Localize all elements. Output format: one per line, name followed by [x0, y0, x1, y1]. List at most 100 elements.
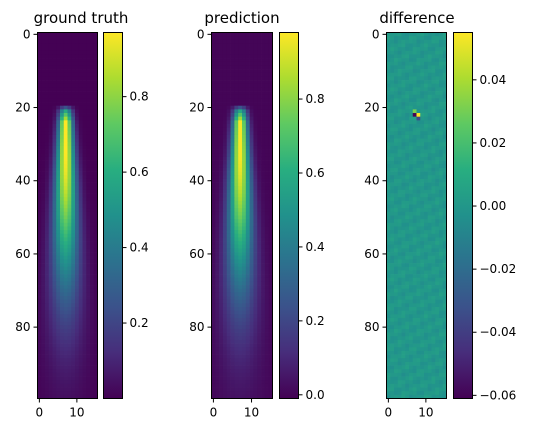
heatmap-cell — [45, 317, 50, 322]
heatmap-cell — [222, 391, 228, 396]
heatmap-cell — [405, 383, 410, 388]
heatmap-cell — [439, 160, 444, 165]
heatmap-cell — [226, 80, 231, 85]
heatmap-cell — [90, 91, 95, 96]
heatmap-cell — [420, 83, 425, 88]
heatmap-cell — [401, 372, 406, 377]
heatmap-cell — [427, 347, 432, 352]
heatmap-cell — [253, 266, 258, 271]
heatmap-cell — [442, 328, 447, 333]
heatmap-cell — [75, 160, 80, 165]
heatmap-cell — [442, 36, 447, 41]
heatmap-cell — [82, 372, 87, 377]
heatmap-cell — [261, 124, 266, 129]
heatmap-cell — [253, 263, 258, 268]
heatmap-cell — [222, 296, 228, 301]
heatmap-cell — [257, 43, 262, 48]
heatmap-cell — [397, 263, 402, 268]
heatmap-cell — [242, 339, 247, 344]
heatmap-cell — [442, 241, 447, 246]
heatmap-cell — [226, 124, 231, 129]
heatmap-cell — [56, 317, 61, 322]
heatmap-cell — [71, 102, 76, 107]
heatmap-cell — [264, 314, 270, 319]
heatmap-cell — [253, 50, 258, 55]
heatmap-cell — [219, 36, 224, 41]
heatmap-cell — [249, 134, 254, 139]
heatmap-cell — [222, 145, 228, 150]
heatmap-cell — [427, 299, 432, 304]
heatmap-cell — [409, 255, 414, 260]
heatmap-cell — [226, 222, 231, 227]
heatmap-cell — [424, 58, 429, 63]
heatmap-cell — [439, 167, 444, 172]
heatmap-cell — [90, 274, 95, 279]
heatmap-cell — [412, 43, 417, 48]
heatmap-cell — [219, 189, 224, 194]
heatmap-cell — [420, 263, 425, 268]
heatmap-cell — [230, 211, 235, 216]
heatmap-cell — [394, 222, 399, 227]
heatmap-cell — [82, 186, 87, 191]
heatmap-cell — [442, 391, 447, 396]
heatmap-cell — [90, 65, 95, 70]
heatmap-cell — [78, 376, 83, 381]
heatmap-cell — [412, 134, 417, 139]
heatmap-cell — [86, 347, 91, 352]
heatmap-cell — [63, 285, 68, 290]
heatmap-cell — [249, 142, 254, 147]
heatmap-cell — [63, 39, 68, 44]
heatmap-cell — [75, 69, 80, 74]
heatmap-cell — [268, 116, 273, 121]
heatmap-cell — [394, 394, 399, 399]
heatmap-cell — [427, 124, 432, 129]
heatmap-cell — [390, 237, 395, 242]
heatmap-cell — [405, 299, 410, 304]
heatmap-cell — [435, 32, 440, 37]
heatmap-cell — [222, 369, 228, 374]
heatmap-cell — [238, 149, 243, 154]
heatmap-cell — [86, 145, 91, 150]
heatmap-cell — [71, 215, 76, 220]
heatmap-cell — [71, 219, 76, 224]
heatmap-cell — [386, 83, 391, 88]
heatmap-cell — [401, 189, 406, 194]
heatmap-cell — [409, 182, 414, 187]
heatmap-cell — [238, 369, 243, 374]
heatmap-cell — [67, 109, 72, 114]
heatmap-cell — [219, 325, 224, 330]
heatmap-cell — [405, 153, 410, 158]
heatmap-cell — [211, 116, 216, 121]
heatmap-cell — [75, 325, 80, 330]
heatmap-cell — [268, 54, 273, 59]
heatmap-cell — [78, 208, 83, 213]
heatmap-cell — [431, 167, 436, 172]
heatmap-cell — [242, 175, 247, 180]
heatmap-cell — [211, 138, 216, 143]
heatmap-cell — [52, 347, 57, 352]
heatmap-cell — [45, 127, 50, 132]
heatmap-cell — [78, 365, 83, 370]
heatmap-cell — [52, 208, 57, 213]
heatmap-cell — [41, 336, 46, 341]
heatmap-cell — [52, 281, 57, 286]
heatmap-cell — [416, 310, 421, 315]
heatmap-cell — [397, 222, 402, 227]
heatmap-cell — [397, 259, 402, 264]
y-tick-label: 40 — [189, 174, 204, 188]
heatmap-cell — [394, 39, 399, 44]
heatmap-cell — [48, 288, 53, 293]
heatmap-cell — [245, 380, 250, 385]
heatmap-cell — [394, 91, 399, 96]
heatmap-cell — [397, 98, 402, 103]
heatmap-cell — [397, 164, 402, 169]
heatmap-cell — [405, 178, 410, 183]
heatmap-cell — [37, 376, 42, 381]
heatmap-cell — [268, 317, 273, 322]
heatmap-cell — [249, 39, 254, 44]
heatmap-cell — [416, 317, 421, 322]
heatmap-cell — [424, 116, 429, 121]
heatmap-cell — [215, 32, 220, 37]
heatmap-cell — [439, 281, 444, 286]
heatmap-cell — [86, 98, 91, 103]
